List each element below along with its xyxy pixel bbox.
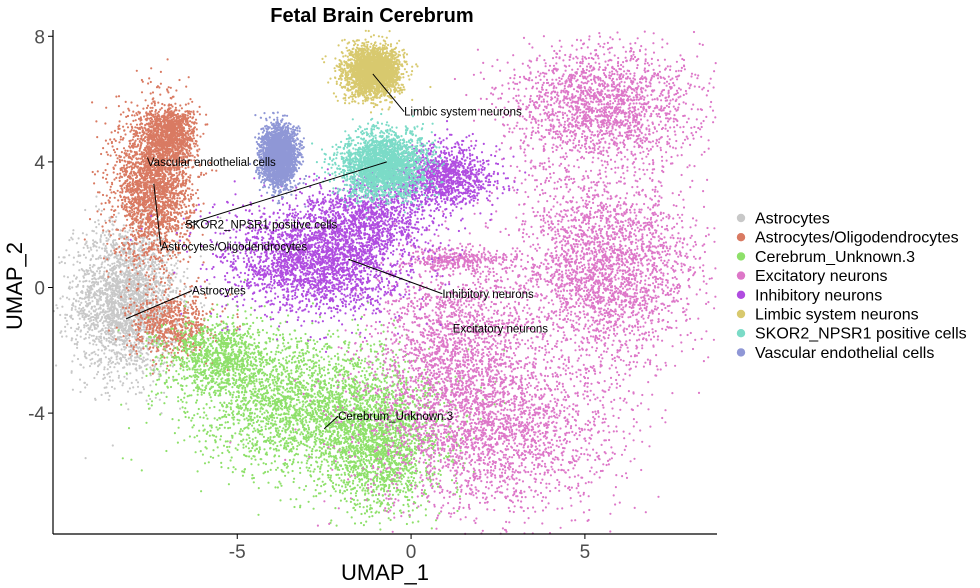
series-cerebrum-unknown-3 — [117, 278, 506, 531]
series-vascular-endothelial-cells — [249, 111, 308, 208]
series-inhibitory-neurons — [129, 120, 527, 353]
x-tick-label-2: 5 — [580, 542, 591, 563]
legend-swatch-3 — [736, 271, 746, 280]
annotation-label-4: Inhibitory neurons — [442, 289, 534, 301]
point-cloud-7-0 — [249, 111, 308, 208]
point-cloud-3-1 — [453, 30, 717, 215]
annotation-label-1: Astrocytes/Oligodendrocytes — [161, 242, 308, 254]
y-tick-label-1: 0 — [34, 278, 45, 299]
annotation-line-5 — [372, 73, 405, 112]
annotation-label-6: SKOR2_NPSR1 positive cells — [185, 220, 337, 232]
point-cloud-4-2 — [249, 157, 510, 278]
annotation-label-0: Astrocytes — [192, 286, 246, 298]
annotation-line-4 — [348, 258, 443, 295]
legend-label-4: Inhibitory neurons — [755, 287, 882, 304]
annotation-line-6 — [184, 161, 387, 226]
legend-label-7: Vascular endothelial cells — [755, 345, 934, 362]
series-limbic-system-neurons — [321, 29, 432, 114]
legend-label-3: Excitatory neurons — [755, 268, 888, 285]
legend-swatch-5 — [736, 309, 746, 319]
y-tick-label-0: -4 — [28, 404, 45, 425]
y-tick-label-3: 8 — [34, 27, 45, 48]
legend-label-5: Limbic system neurons — [755, 307, 919, 324]
y-axis-title: UMAP_2 — [2, 242, 27, 330]
series-skor2-npsr1-positive-cells — [311, 109, 445, 220]
point-cloud-6-0 — [311, 109, 445, 220]
point-cloud-2-2 — [117, 303, 299, 417]
legend-swatch-1 — [736, 233, 746, 242]
legend-swatch-2 — [736, 252, 746, 261]
point-cloud-1-1 — [134, 95, 209, 178]
point-cloud-5-0 — [321, 29, 432, 114]
point-cloud-3-2 — [229, 284, 695, 535]
legend-swatch-0 — [736, 213, 746, 223]
legend: Astrocytes Astrocytes/Oligodendrocytes Cer… — [736, 211, 967, 362]
legend-label-6: SKOR2_NPSR1 positive cells — [755, 326, 967, 343]
cluster-annotations: Astrocytes Astrocytes/Oligodendrocytes Cer… — [125, 73, 548, 430]
y-tick-label-2: 4 — [34, 153, 45, 174]
annotation-line-1 — [153, 183, 162, 247]
annotation-line-2 — [323, 415, 339, 430]
x-tick-label-0: -5 — [229, 542, 246, 563]
x-axis-title: UMAP_1 — [341, 560, 429, 585]
annotation-line-0 — [125, 290, 193, 320]
legend-label-0: Astrocytes — [755, 211, 830, 228]
legend-swatch-6 — [736, 329, 746, 338]
annotation-label-5: Limbic system neurons — [404, 107, 522, 119]
series-excitatory-neurons — [229, 30, 717, 535]
legend-swatch-7 — [736, 348, 746, 357]
legend-label-1: Astrocytes/Oligodendrocytes — [755, 230, 959, 247]
scatter-points — [52, 29, 717, 535]
chart-title: Fetal Brain Cerebrum — [270, 5, 473, 27]
x-tick-label-1: 0 — [406, 542, 417, 563]
annotation-label-2: Cerebrum_Unknown.3 — [338, 411, 453, 423]
legend-swatch-4 — [736, 290, 746, 299]
annotation-label-7: Vascular endothelial cells — [147, 157, 276, 169]
x-axis-ticks: -5 0 5 — [229, 534, 590, 563]
point-cloud-3-0 — [437, 108, 717, 431]
y-axis-ticks: -4 0 4 8 — [28, 27, 53, 425]
annotation-label-3: Excitatory neurons — [453, 323, 548, 335]
legend-label-2: Cerebrum_Unknown.3 — [755, 249, 915, 266]
